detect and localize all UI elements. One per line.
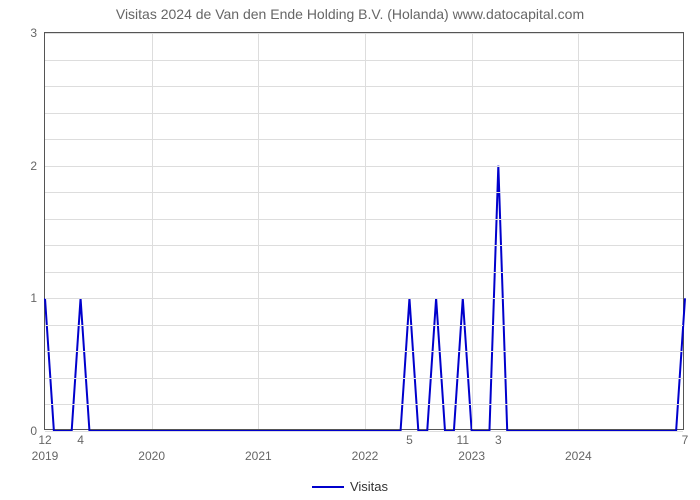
x-point-label: 4 [77,429,84,447]
grid-line-h-major [45,298,683,299]
grid-line-v-year [365,33,366,429]
y-tick-label: 3 [30,26,45,40]
grid-line-h-major [45,166,683,167]
grid-line-h [45,219,683,220]
x-point-label: 3 [495,429,502,447]
grid-line-v-year [152,33,153,429]
x-year-label: 2022 [352,449,379,463]
x-point-label: 12 [38,429,51,447]
chart-plot-area: 012320192020202120222023202412451137 [44,32,684,430]
legend-swatch [312,486,344,488]
grid-line-h [45,139,683,140]
grid-line-h [45,245,683,246]
x-year-label: 2024 [565,449,592,463]
x-point-label: 7 [682,429,689,447]
grid-line-h [45,378,683,379]
grid-line-h [45,113,683,114]
y-tick-label: 2 [30,159,45,173]
y-tick-label: 1 [30,291,45,305]
grid-line-h-major [45,33,683,34]
chart-title: Visitas 2024 de Van den Ende Holding B.V… [0,6,700,22]
x-year-label: 2021 [245,449,272,463]
x-point-label: 5 [406,429,413,447]
grid-line-v-year [472,33,473,429]
grid-line-h [45,404,683,405]
grid-line-h [45,325,683,326]
grid-line-h [45,60,683,61]
grid-line-h-major [45,431,683,432]
grid-line-h [45,351,683,352]
x-point-label: 11 [457,429,469,447]
grid-line-h [45,272,683,273]
grid-line-v-year [258,33,259,429]
x-year-label: 2020 [138,449,165,463]
x-year-label: 2019 [32,449,59,463]
chart-legend: Visitas [0,478,700,494]
grid-line-v-year [578,33,579,429]
grid-line-h [45,86,683,87]
grid-line-h [45,192,683,193]
legend-label: Visitas [350,479,388,494]
x-year-label: 2023 [458,449,485,463]
